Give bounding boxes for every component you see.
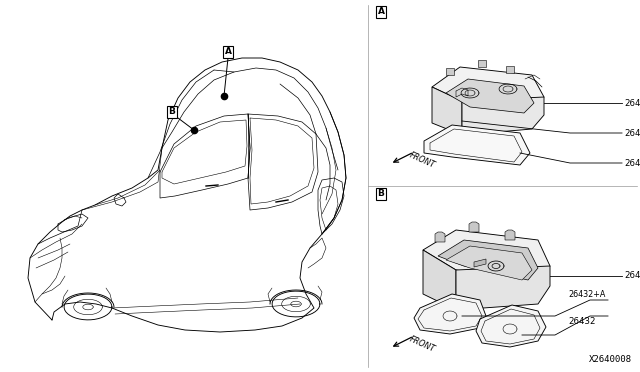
Polygon shape xyxy=(435,232,445,242)
Polygon shape xyxy=(446,79,534,113)
Text: 26432: 26432 xyxy=(568,317,595,326)
Polygon shape xyxy=(505,230,515,240)
Text: 26411: 26411 xyxy=(624,158,640,167)
Polygon shape xyxy=(478,60,486,67)
Text: 26410: 26410 xyxy=(624,99,640,108)
Polygon shape xyxy=(446,68,454,75)
Text: FRONT: FRONT xyxy=(408,334,436,354)
Text: 26432+A: 26432+A xyxy=(568,290,605,299)
Text: B: B xyxy=(378,189,385,199)
Polygon shape xyxy=(432,67,544,109)
Polygon shape xyxy=(423,250,456,310)
Text: 26410J: 26410J xyxy=(624,128,640,138)
Text: A: A xyxy=(378,7,385,16)
Text: X2640008: X2640008 xyxy=(589,355,632,364)
Text: B: B xyxy=(168,108,175,116)
Polygon shape xyxy=(474,259,486,267)
Polygon shape xyxy=(476,305,546,347)
Polygon shape xyxy=(456,266,550,310)
Text: A: A xyxy=(225,48,232,57)
Text: 26430: 26430 xyxy=(624,272,640,280)
Polygon shape xyxy=(438,240,538,280)
Polygon shape xyxy=(432,87,462,135)
Polygon shape xyxy=(506,66,514,73)
Polygon shape xyxy=(462,97,544,135)
Text: FRONT: FRONT xyxy=(408,150,436,170)
Polygon shape xyxy=(469,222,479,232)
Polygon shape xyxy=(424,125,530,165)
Polygon shape xyxy=(446,246,532,280)
Polygon shape xyxy=(414,294,486,334)
Polygon shape xyxy=(423,230,550,282)
